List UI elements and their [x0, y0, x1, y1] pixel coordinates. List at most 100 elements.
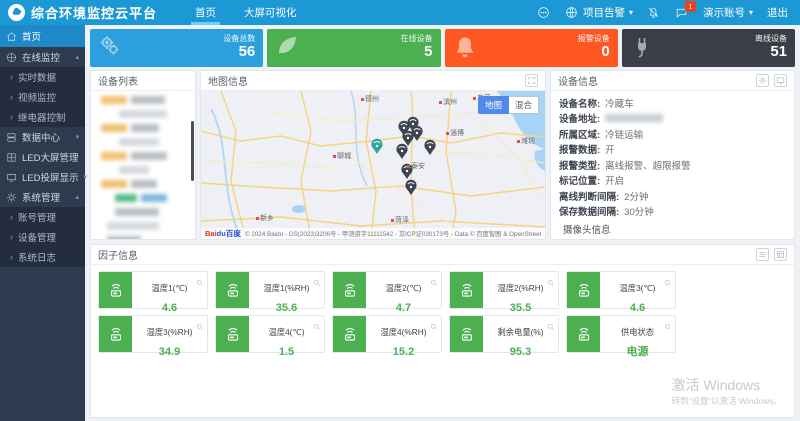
magnifier-icon[interactable] [547, 274, 555, 292]
sidebar-item-label: 继电器控制 [18, 113, 66, 124]
notification-badge: 1 [684, 0, 696, 12]
magnifier-icon[interactable] [196, 274, 204, 292]
map-type-switcher: 地图 混合 [477, 96, 539, 114]
app-logo: 综合环境监控云平台 [0, 3, 167, 22]
sensor-device-icon [333, 272, 366, 308]
sidebar-item-realtime-data[interactable]: › 实时数据 [0, 67, 85, 87]
chevron-up-icon: ▴ [75, 194, 79, 201]
factor-value: 4.6 [161, 302, 178, 314]
stat-card-total-devices[interactable]: 设备总数 56 [90, 29, 264, 67]
plug-icon [630, 34, 654, 63]
account-menu[interactable]: 演示账号 ▾ [703, 5, 753, 20]
sidebar-item-label: 在线监控 [22, 53, 61, 64]
device-list-body[interactable] [91, 91, 195, 239]
sidebar-group-system-mgmt[interactable]: 系统管理 ▴ [0, 187, 85, 207]
sidebar-item-led-screen-mgmt[interactable]: LED大屏管理 [0, 147, 85, 167]
factor-card[interactable]: 湿度4(%RH) 15.2 [332, 315, 442, 358]
sensor-device-icon [216, 316, 249, 352]
magnifier-icon[interactable] [313, 274, 321, 292]
gear-icon [6, 192, 17, 203]
chevron-right-icon: › [10, 112, 13, 122]
mute-alarm-icon[interactable] [647, 6, 661, 20]
stat-value: 5 [424, 43, 433, 61]
sidebar-group-led-projection[interactable]: LED投屏显示 ▾ [0, 167, 87, 187]
nav-tab-bigscreen[interactable]: 大屏可视化 [244, 7, 297, 19]
factor-card[interactable]: 供电状态 电源 [566, 315, 676, 358]
sidebar-group-data-center[interactable]: 数据中心 ▾ [0, 127, 85, 147]
stat-card-offline-devices[interactable]: 离线设备 51 [621, 29, 795, 67]
sidebar-item-label: 系统日志 [18, 253, 57, 264]
message-circle-icon[interactable] [537, 6, 551, 20]
sidebar-item-label: 数据中心 [22, 133, 61, 144]
settings-icon[interactable] [756, 74, 769, 87]
map-canvas[interactable]: 德州 滨州 东营 聊城 淄博 潍坊 泰安 新乡 菏泽 地图 混合 Baidu百度… [201, 90, 545, 239]
info-row: 设备名称: 冷藏车 [559, 98, 634, 110]
factor-card[interactable]: 温度3(℃) 4.6 [566, 271, 676, 314]
stat-value: 0 [601, 43, 610, 61]
nav-tabs: 首页 大屏可视化 [181, 0, 311, 25]
history-monitor-icon[interactable] [774, 74, 787, 87]
sidebar-item-video-monitor[interactable]: › 视频监控 [0, 87, 85, 107]
factor-value: 4.7 [395, 302, 412, 314]
factor-card[interactable]: 湿度3(%RH) 34.9 [98, 315, 208, 358]
info-row: 保存数据间隔: 30分钟 [559, 207, 654, 219]
sensor-device-icon [450, 316, 483, 352]
stat-value: 51 [770, 43, 787, 61]
chevron-right-icon: › [10, 92, 13, 102]
map-city-label: 聊城 [333, 151, 351, 161]
magnifier-icon[interactable] [313, 318, 321, 336]
grid-icon [6, 152, 17, 163]
factor-card[interactable]: 湿度2(%RH) 35.5 [449, 271, 559, 314]
device-list-scrollbar[interactable] [191, 121, 194, 181]
project-alarm-menu[interactable]: 项目告警 ▾ [565, 5, 633, 20]
nav-tab-home[interactable]: 首页 [181, 0, 230, 25]
map-type-map-button[interactable]: 地图 [477, 96, 509, 114]
map-type-hybrid-button[interactable]: 混合 [508, 96, 539, 114]
sensor-device-icon [567, 316, 600, 352]
magnifier-icon[interactable] [430, 318, 438, 336]
factor-value: 34.9 [158, 346, 181, 358]
factor-value: 4.6 [629, 302, 646, 314]
database-icon [6, 132, 17, 143]
factor-card[interactable]: 温度2(℃) 4.7 [332, 271, 442, 314]
factor-value: 35.5 [509, 302, 532, 314]
stat-card-alarm-devices[interactable]: 报警设备 0 [444, 29, 618, 67]
map-city-label: 潍坊 [517, 136, 535, 146]
sidebar-item-system-log[interactable]: › 系统日志 [0, 247, 85, 267]
magnifier-icon[interactable] [196, 318, 204, 336]
factor-card[interactable]: 剩余电量(%) 95.3 [449, 315, 559, 358]
sidebar-item-account-mgmt[interactable]: › 账号管理 [0, 207, 85, 227]
grid-view-icon[interactable] [774, 248, 787, 261]
device-list-header: 设备列表 [91, 71, 195, 91]
logout-button[interactable]: 退出 [767, 7, 788, 19]
device-list-panel: 设备列表 [90, 70, 196, 240]
list-view-icon[interactable] [756, 248, 769, 261]
fullscreen-icon[interactable] [525, 74, 538, 87]
app-title: 综合环境监控云平台 [31, 6, 158, 21]
camera-section-title: 摄像头信息 [559, 219, 786, 239]
account-label: 演示账号 [702, 7, 745, 19]
factor-value: 电源 [626, 346, 649, 358]
factor-card[interactable]: 湿度1(%RH) 35.6 [215, 271, 325, 314]
magnifier-icon[interactable] [664, 318, 672, 336]
stat-value: 56 [238, 43, 256, 61]
factor-value: 1.5 [278, 346, 295, 358]
sidebar-item-label: LED大屏管理 [22, 153, 79, 164]
project-alarm-label: 项目告警 [582, 7, 625, 19]
stat-label: 报警设备 [577, 34, 610, 44]
factor-card[interactable]: 温度1(℃) 4.6 [98, 271, 208, 314]
blurred-address [605, 114, 664, 123]
notification-icon[interactable]: 1 [675, 0, 696, 20]
stat-card-online-devices[interactable]: 在线设备 5 [267, 29, 441, 67]
factor-label: 温度1(℃) [151, 283, 188, 293]
magnifier-icon[interactable] [547, 318, 555, 336]
sidebar-item-home[interactable]: 首页 [0, 25, 85, 47]
magnifier-icon[interactable] [430, 274, 438, 292]
sidebar-item-device-mgmt[interactable]: › 设备管理 [0, 227, 85, 247]
magnifier-icon[interactable] [664, 274, 672, 292]
info-row: 离线判断间隔: 2分钟 [559, 191, 649, 203]
sidebar-item-relay-control[interactable]: › 继电器控制 [0, 107, 85, 127]
sidebar-group-online-monitor[interactable]: 在线监控 ▴ [0, 47, 85, 67]
factor-label: 湿度3(%RH) [146, 327, 193, 337]
factor-card[interactable]: 温度4(℃) 1.5 [215, 315, 325, 358]
